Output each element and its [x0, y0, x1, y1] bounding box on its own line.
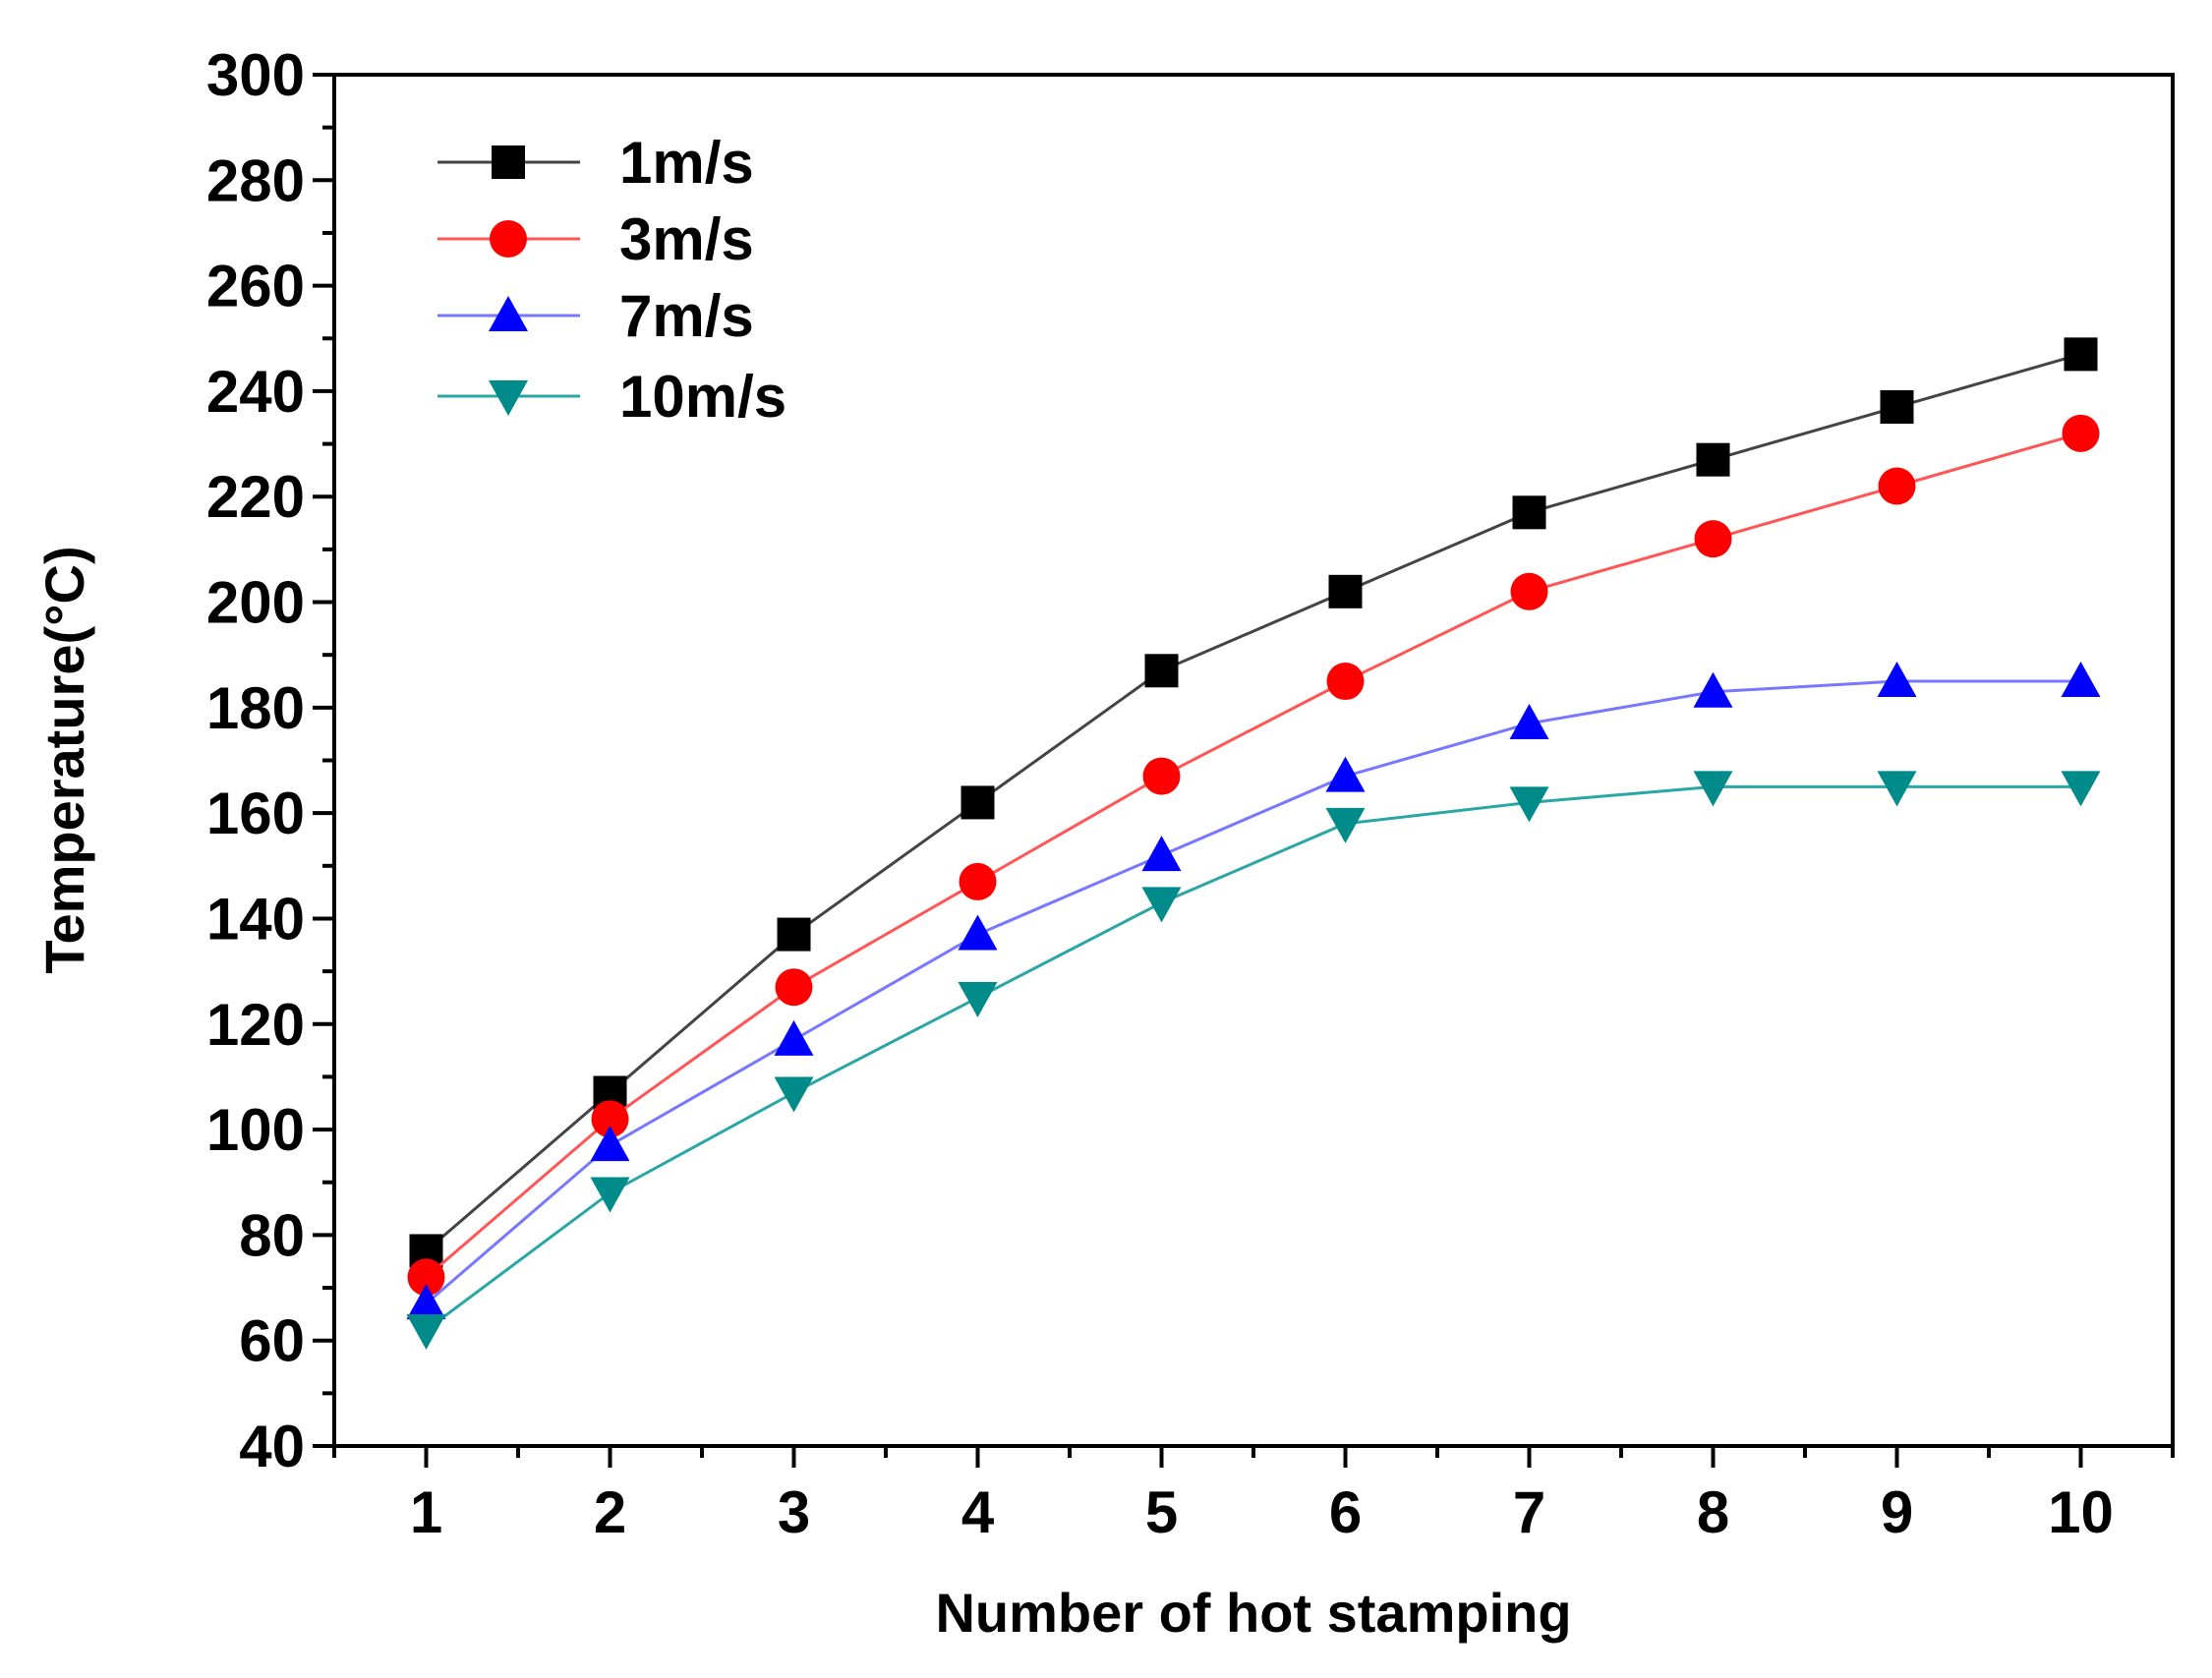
y-tick-label: 300 [206, 42, 305, 108]
data-point-10m-s [2061, 771, 2101, 807]
x-tick-label: 5 [1145, 1479, 1178, 1545]
y-tick-label: 140 [206, 886, 305, 952]
data-point-1m-s [1512, 495, 1546, 530]
y-tick-label: 180 [206, 675, 305, 741]
data-point-1m-s [1144, 654, 1179, 688]
legend-item-10m-s: 10m/s [437, 364, 786, 430]
x-axis: 1 2 3 4 5 6 7 8 9 10 [332, 1446, 2175, 1545]
legend-marker [489, 296, 528, 331]
x-tick-label: 4 [961, 1479, 995, 1545]
data-point-10m-s [1877, 771, 1917, 807]
x-tick-label: 7 [1513, 1479, 1545, 1545]
data-point-10m-s [1325, 807, 1366, 843]
y-tick-label: 280 [206, 147, 305, 213]
series-layer [406, 337, 2101, 1350]
legend-item-3m-s: 3m/s [437, 206, 754, 272]
data-point-1m-s [960, 785, 995, 820]
series-1m-s [409, 337, 2098, 1268]
data-point-10m-s [1141, 887, 1182, 923]
y-tick-label: 120 [206, 992, 305, 1058]
y-tick-label: 260 [206, 254, 305, 319]
data-point-1m-s [1696, 442, 1730, 477]
data-point-7m-s [958, 914, 998, 951]
y-tick-label: 240 [206, 359, 305, 425]
y-tick-label: 80 [239, 1202, 305, 1268]
x-tick-label: 8 [1697, 1479, 1729, 1545]
legend-marker [489, 380, 528, 416]
y-tick-label: 220 [206, 464, 305, 530]
data-point-1m-s [1880, 390, 1914, 425]
legend-marker [492, 145, 525, 179]
y-axis-title: Temperature(°C) [33, 546, 95, 973]
data-point-3m-s [1510, 572, 1548, 610]
x-tick-label: 9 [1881, 1479, 1913, 1545]
legend-item-1m-s: 1m/s [437, 130, 754, 196]
data-point-7m-s [2061, 662, 2101, 698]
data-point-3m-s [1142, 757, 1181, 795]
plot-frame [332, 73, 2175, 1448]
data-point-7m-s [1509, 703, 1549, 739]
data-point-10m-s [1693, 771, 1733, 807]
legend-item-7m-s: 7m/s [437, 283, 754, 349]
y-tick-label: 160 [206, 781, 305, 846]
data-point-3m-s [1326, 663, 1365, 701]
y-tick-label: 40 [239, 1414, 305, 1479]
data-point-7m-s [1693, 671, 1733, 708]
series-line-3m-s [425, 432, 2081, 1279]
y-tick-label: 200 [206, 570, 305, 636]
x-tick-label: 1 [410, 1479, 442, 1545]
legend-label: 1m/s [619, 130, 754, 196]
data-point-7m-s [590, 1126, 630, 1162]
data-point-1m-s [1328, 574, 1363, 608]
data-point-1m-s [2064, 337, 2098, 372]
y-tick-label: 100 [206, 1097, 305, 1163]
legend: 1m/s 3m/s 7m/s 10m/s [437, 130, 786, 430]
data-point-3m-s [407, 1258, 445, 1297]
x-tick-label: 10 [2048, 1479, 2114, 1545]
data-point-3m-s [2062, 414, 2100, 452]
data-point-7m-s [774, 1019, 814, 1056]
legend-label: 3m/s [619, 206, 754, 272]
data-point-7m-s [1325, 756, 1366, 792]
y-tick-label: 60 [239, 1308, 305, 1374]
x-tick-label: 2 [594, 1479, 626, 1545]
data-point-7m-s [1877, 662, 1917, 698]
x-tick-label: 3 [778, 1479, 810, 1545]
legend-label: 7m/s [619, 283, 754, 349]
series-3m-s [407, 414, 2100, 1297]
data-point-10m-s [774, 1076, 814, 1113]
data-point-10m-s [958, 981, 998, 1017]
series-line-7m-s [425, 679, 2081, 1305]
x-tick-label: 6 [1329, 1479, 1362, 1545]
data-point-3m-s [591, 1100, 629, 1138]
legend-marker [490, 220, 527, 258]
data-point-10m-s [590, 1177, 630, 1213]
x-axis-title: Number of hot stamping [935, 1582, 1571, 1644]
y-axis: 40 60 80 100 120 140 160 180 200 220 240 260 280 300 [206, 42, 334, 1479]
series-line-1m-s [425, 352, 2081, 1252]
data-point-3m-s [775, 968, 813, 1007]
data-point-10m-s [1509, 786, 1549, 823]
series-line-10m-s [425, 784, 2081, 1332]
data-point-7m-s [406, 1284, 446, 1320]
data-point-3m-s [959, 862, 997, 900]
legend-label: 10m/s [619, 364, 786, 430]
series-10m-s [406, 771, 2101, 1350]
series-7m-s [406, 662, 2101, 1320]
data-point-7m-s [1141, 836, 1182, 872]
data-point-1m-s [777, 917, 811, 952]
data-point-3m-s [1694, 520, 1732, 558]
data-point-10m-s [406, 1313, 446, 1350]
data-point-3m-s [1878, 467, 1916, 505]
